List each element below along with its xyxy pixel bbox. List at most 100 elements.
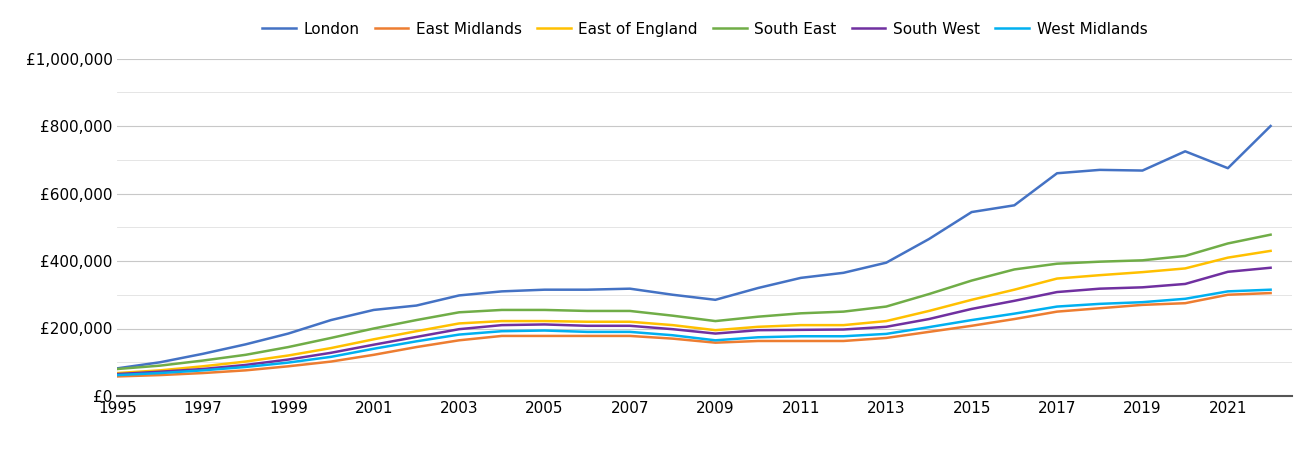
- West Midlands: [793, 333, 809, 339]
- London: [110, 365, 125, 371]
- South West: [664, 327, 680, 332]
- East of England: [324, 346, 339, 351]
- London: [495, 289, 510, 294]
- West Midlands: [194, 368, 210, 373]
- East Midlands: [194, 370, 210, 376]
- East of England: [750, 324, 766, 329]
- South West: [921, 316, 937, 322]
- South West: [835, 327, 851, 332]
- South West: [1177, 281, 1193, 287]
- West Midlands: [878, 331, 894, 337]
- West Midlands: [1006, 311, 1022, 316]
- London: [1092, 167, 1108, 172]
- South East: [1220, 241, 1236, 246]
- South East: [194, 358, 210, 363]
- London: [579, 287, 595, 292]
- Line: West Midlands: West Midlands: [117, 290, 1271, 375]
- East of England: [281, 353, 296, 358]
- East of England: [878, 319, 894, 324]
- South East: [536, 307, 552, 313]
- West Midlands: [707, 338, 723, 343]
- South West: [1220, 269, 1236, 274]
- East Midlands: [835, 338, 851, 344]
- East Midlands: [964, 323, 980, 328]
- West Midlands: [1177, 296, 1193, 302]
- East of England: [1177, 266, 1193, 271]
- South East: [1092, 259, 1108, 265]
- South East: [495, 307, 510, 313]
- South East: [153, 363, 168, 368]
- East of England: [664, 322, 680, 328]
- East Midlands: [878, 335, 894, 341]
- South West: [194, 366, 210, 372]
- South East: [1006, 267, 1022, 272]
- Line: South East: South East: [117, 235, 1271, 369]
- West Midlands: [408, 338, 424, 344]
- South West: [536, 322, 552, 327]
- London: [921, 236, 937, 242]
- South West: [1263, 265, 1279, 270]
- East of England: [707, 328, 723, 333]
- East of England: [536, 319, 552, 324]
- South West: [365, 342, 381, 347]
- Line: East Midlands: East Midlands: [117, 293, 1271, 376]
- South East: [750, 314, 766, 319]
- Legend: London, East Midlands, East of England, South East, South West, West Midlands: London, East Midlands, East of England, …: [256, 15, 1154, 43]
- East Midlands: [408, 344, 424, 350]
- London: [1263, 123, 1279, 129]
- East of England: [622, 319, 638, 324]
- East Midlands: [750, 338, 766, 344]
- London: [878, 260, 894, 265]
- East of England: [238, 359, 253, 364]
- West Midlands: [153, 370, 168, 376]
- London: [365, 307, 381, 313]
- East of England: [194, 364, 210, 369]
- London: [793, 275, 809, 281]
- East of England: [110, 370, 125, 376]
- East Midlands: [281, 364, 296, 369]
- East of England: [964, 297, 980, 302]
- Line: East of England: East of England: [117, 251, 1271, 373]
- South East: [878, 304, 894, 309]
- East Midlands: [153, 373, 168, 378]
- East Midlands: [1049, 309, 1065, 314]
- South West: [793, 327, 809, 333]
- West Midlands: [324, 354, 339, 360]
- West Midlands: [1220, 289, 1236, 294]
- West Midlands: [664, 333, 680, 338]
- East Midlands: [110, 374, 125, 379]
- South West: [110, 371, 125, 377]
- East of England: [452, 321, 467, 326]
- South West: [1049, 289, 1065, 295]
- East Midlands: [1220, 292, 1236, 297]
- South East: [921, 292, 937, 297]
- South West: [964, 306, 980, 311]
- South East: [281, 344, 296, 350]
- West Midlands: [536, 328, 552, 333]
- London: [1134, 168, 1150, 173]
- London: [1006, 202, 1022, 208]
- South West: [622, 323, 638, 328]
- West Midlands: [921, 324, 937, 330]
- East Midlands: [664, 336, 680, 341]
- South East: [707, 319, 723, 324]
- East of England: [1134, 270, 1150, 275]
- South West: [579, 323, 595, 328]
- West Midlands: [1092, 301, 1108, 306]
- West Midlands: [964, 317, 980, 323]
- East Midlands: [495, 333, 510, 339]
- South West: [878, 324, 894, 329]
- East of England: [1049, 276, 1065, 281]
- South West: [238, 362, 253, 368]
- London: [238, 342, 253, 347]
- East of England: [579, 319, 595, 324]
- East of England: [921, 308, 937, 314]
- West Midlands: [281, 360, 296, 365]
- South East: [110, 366, 125, 372]
- West Midlands: [365, 346, 381, 351]
- East Midlands: [536, 333, 552, 339]
- East Midlands: [452, 338, 467, 343]
- East Midlands: [622, 333, 638, 339]
- South West: [153, 369, 168, 374]
- South East: [365, 326, 381, 331]
